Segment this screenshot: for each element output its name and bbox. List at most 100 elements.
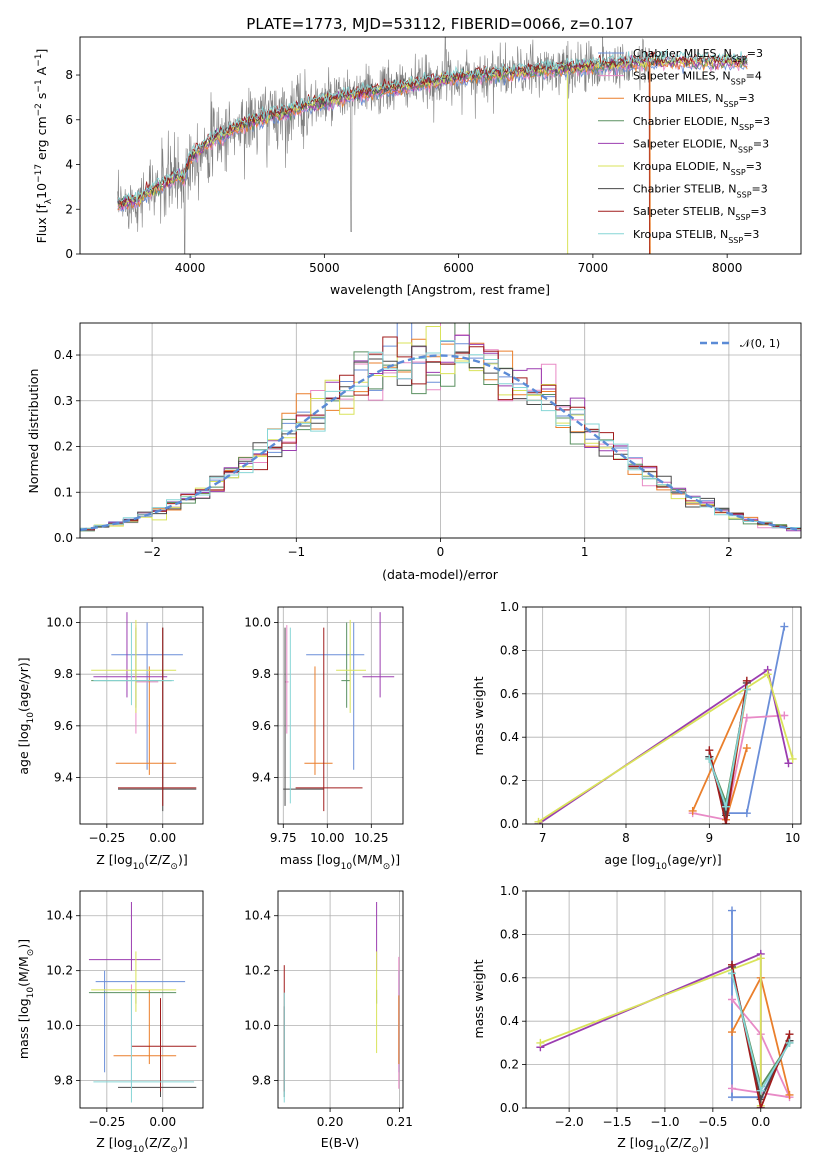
residuals-xtick-label-4: 2 bbox=[725, 545, 733, 559]
residuals-ytick-label-3: 0.3 bbox=[54, 394, 73, 408]
mass-vs-Z-xlabel: Z [log10(Z/Z⊙)] bbox=[96, 1135, 187, 1155]
weight-vs-age-ytick-label-2: 0.4 bbox=[500, 730, 519, 744]
weight-vs-age-marker-8-1 bbox=[722, 802, 730, 811]
mass-vs-Z-ytick-label-3: 10.4 bbox=[46, 909, 73, 923]
spectrum-xtick-label-0: 4000 bbox=[175, 261, 206, 275]
weight-vs-age-xlabel: age [log10(age/yr)] bbox=[604, 852, 721, 872]
spectrum-ytick-label-1: 2 bbox=[65, 202, 73, 216]
legend-entry-7: Salpeter STELIB, NSSP=3 bbox=[633, 205, 767, 222]
age-vs-Z-ytick-label-1: 9.6 bbox=[54, 719, 73, 733]
weight-vs-age-marker-8-2 bbox=[742, 685, 751, 694]
weight-vs-Z-xtick-label-1: −1.5 bbox=[602, 1115, 631, 1129]
model-line-1 bbox=[117, 57, 748, 212]
spectrum-ytick-label-3: 6 bbox=[65, 113, 73, 127]
weight-vs-age-marker-2-3 bbox=[742, 744, 751, 753]
weight-vs-age-ytick-label-1: 0.2 bbox=[500, 774, 519, 788]
weight-vs-age-xtick-label-2: 9 bbox=[706, 831, 714, 845]
legend-entry-5: Kroupa ELODIE, NSSP=3 bbox=[633, 160, 762, 177]
legend-entry-1: Salpeter MILES, NSSP=4 bbox=[633, 70, 762, 87]
weight-vs-Z-marker-5-1 bbox=[756, 954, 765, 963]
mass-vs-EBV-ytick-label-3: 10.4 bbox=[244, 909, 271, 923]
weight-vs-Z-marker-2-0 bbox=[728, 1028, 737, 1037]
mass-vs-EBV-frame bbox=[277, 890, 404, 1109]
mass-vs-EBV-xtick-label-0: 0.20 bbox=[317, 1115, 344, 1129]
spectrum-ylabel: Flux [fλ10−17 erg cm−2 s−1 A−1] bbox=[34, 49, 54, 244]
age-vs-mass-ytick-label-0: 9.4 bbox=[252, 771, 271, 785]
weight-vs-Z-xtick-label-2: −1.0 bbox=[650, 1115, 679, 1129]
weight-vs-age-line-5 bbox=[538, 672, 794, 823]
weight-vs-Z-marker-2-2 bbox=[785, 1090, 794, 1099]
mass-vs-EBV-ytick-label-0: 9.8 bbox=[252, 1074, 271, 1088]
weight-vs-age-ylabel: mass weight bbox=[471, 676, 486, 755]
age-vs-Z-xlabel: Z [log10(Z/Z⊙)] bbox=[96, 852, 187, 872]
spectrum-frame bbox=[79, 36, 802, 255]
weight-vs-age-marker-0-2 bbox=[742, 809, 751, 818]
spectrum-xlabel: wavelength [Angstrom, rest frame] bbox=[330, 282, 550, 297]
age-vs-mass-xtick-label-2: 10.25 bbox=[354, 831, 388, 845]
legend-entry-8: Kroupa STELIB, NSSP=3 bbox=[633, 228, 759, 245]
weight-vs-Z-ytick-label-4: 0.8 bbox=[500, 927, 519, 941]
weight-vs-Z-marker-5-0 bbox=[536, 1038, 545, 1047]
weight-vs-Z-ytick-label-5: 1.0 bbox=[500, 884, 519, 898]
spectrum-plot-area bbox=[117, 37, 748, 254]
mass-vs-Z-plot-area bbox=[88, 901, 197, 1103]
weight-vs-Z-marker-0-0 bbox=[728, 906, 737, 915]
weight-vs-age-marker-1-2 bbox=[742, 713, 751, 722]
age-vs-Z-panel: Z [log10(Z/Z⊙)] age [log10(age/yr)] −0.2… bbox=[16, 606, 204, 872]
weight-vs-age-marker-1-3 bbox=[780, 711, 789, 720]
age-vs-mass-xlabel: mass [log10(M/M⊙)] bbox=[280, 852, 400, 872]
weight-vs-age-marker-4-2 bbox=[784, 759, 793, 768]
age-vs-mass-xtick-label-1: 10.00 bbox=[310, 831, 344, 845]
normal-legend-label: 𝒩(0, 1) bbox=[740, 337, 780, 350]
histogram-step-8 bbox=[80, 340, 801, 538]
age-vs-Z-ytick-label-2: 9.8 bbox=[54, 667, 73, 681]
mass-vs-EBV-ytick-label-1: 10.0 bbox=[244, 1019, 271, 1033]
mass-vs-EBV-xlabel: E(B-V) bbox=[321, 1135, 360, 1150]
weight-vs-Z-marker-0-1 bbox=[728, 1093, 737, 1102]
spectrum-xtick-label-1: 5000 bbox=[309, 261, 340, 275]
model-line-0 bbox=[117, 59, 748, 213]
weight-vs-age-ytick-label-0: 0.0 bbox=[500, 817, 519, 831]
age-vs-mass-panel: mass [log10(M/M⊙)] 9.75 10.00 10.25 9.4 9.6 9… bbox=[244, 606, 404, 872]
mass-vs-Z-panel: Z [log10(Z/Z⊙)] mass [log10(M/M⊙)] −0.25… bbox=[16, 890, 204, 1155]
weight-vs-Z-ytick-label-1: 0.2 bbox=[500, 1058, 519, 1072]
age-vs-Z-plot-area bbox=[91, 612, 197, 812]
mass-vs-EBV-plot-area bbox=[283, 901, 400, 1103]
mass-vs-Z-xtick-label-0: −0.25 bbox=[88, 1115, 125, 1129]
weight-vs-age-plot-area bbox=[534, 622, 797, 824]
age-vs-Z-ylabel: age [log10(age/yr)] bbox=[16, 657, 36, 774]
weight-vs-Z-marker-1-3 bbox=[728, 1084, 737, 1093]
weight-vs-age-xtick-label-0: 7 bbox=[539, 831, 547, 845]
legend-entry-0: Chabrier MILES, NSSP=3 bbox=[633, 47, 763, 64]
weight-vs-age-marker-5-2 bbox=[788, 754, 797, 763]
weight-vs-age-marker-0-3 bbox=[780, 622, 789, 631]
mass-vs-Z-ytick-label-0: 9.8 bbox=[54, 1074, 73, 1088]
weight-vs-Z-marker-8-1 bbox=[756, 1086, 765, 1095]
spectrum-ytick-label-0: 0 bbox=[65, 247, 73, 261]
weight-vs-Z-xtick-label-4: 0.0 bbox=[751, 1115, 770, 1129]
residuals-panel: (data-model)/error Normed distribution −… bbox=[26, 322, 802, 582]
weight-vs-Z-marker-1-0 bbox=[728, 995, 737, 1004]
legend-entry-4: Salpeter ELODIE, NSSP=3 bbox=[633, 137, 769, 154]
weight-vs-age-line-1 bbox=[692, 714, 785, 821]
residuals-xlabel: (data-model)/error bbox=[382, 567, 499, 582]
weight-vs-Z-marker-7-0 bbox=[728, 960, 737, 969]
residuals-plot-area bbox=[80, 323, 801, 538]
mass-vs-Z-ylabel: mass [log10(M/M⊙)] bbox=[16, 939, 36, 1059]
legend-entry-6: Chabrier STELIB, NSSP=3 bbox=[633, 183, 768, 200]
weight-vs-Z-frame bbox=[525, 890, 802, 1109]
legend-entry-2: Kroupa MILES, NSSP=3 bbox=[633, 92, 755, 109]
weight-vs-Z-ytick-label-2: 0.4 bbox=[500, 1014, 519, 1028]
weight-vs-Z-marker-7-2 bbox=[785, 1030, 794, 1039]
weight-vs-Z-xtick-label-0: −2.0 bbox=[555, 1115, 584, 1129]
weight-vs-age-marker-5-1 bbox=[763, 670, 772, 679]
weight-vs-age-ytick-label-4: 0.8 bbox=[500, 643, 519, 657]
weight-vs-age-panel: age [log10(age/yr)] mass weight 7 8 9 10 0.0… bbox=[471, 600, 802, 872]
age-vs-mass-ytick-label-3: 10.0 bbox=[244, 616, 271, 630]
residuals-xtick-label-0: −2 bbox=[143, 545, 161, 559]
weight-vs-Z-line-5 bbox=[540, 956, 762, 1106]
weight-vs-Z-ytick-label-3: 0.6 bbox=[500, 971, 519, 985]
age-vs-mass-plot-area bbox=[283, 612, 395, 812]
weight-vs-Z-xtick-label-3: −0.5 bbox=[698, 1115, 727, 1129]
